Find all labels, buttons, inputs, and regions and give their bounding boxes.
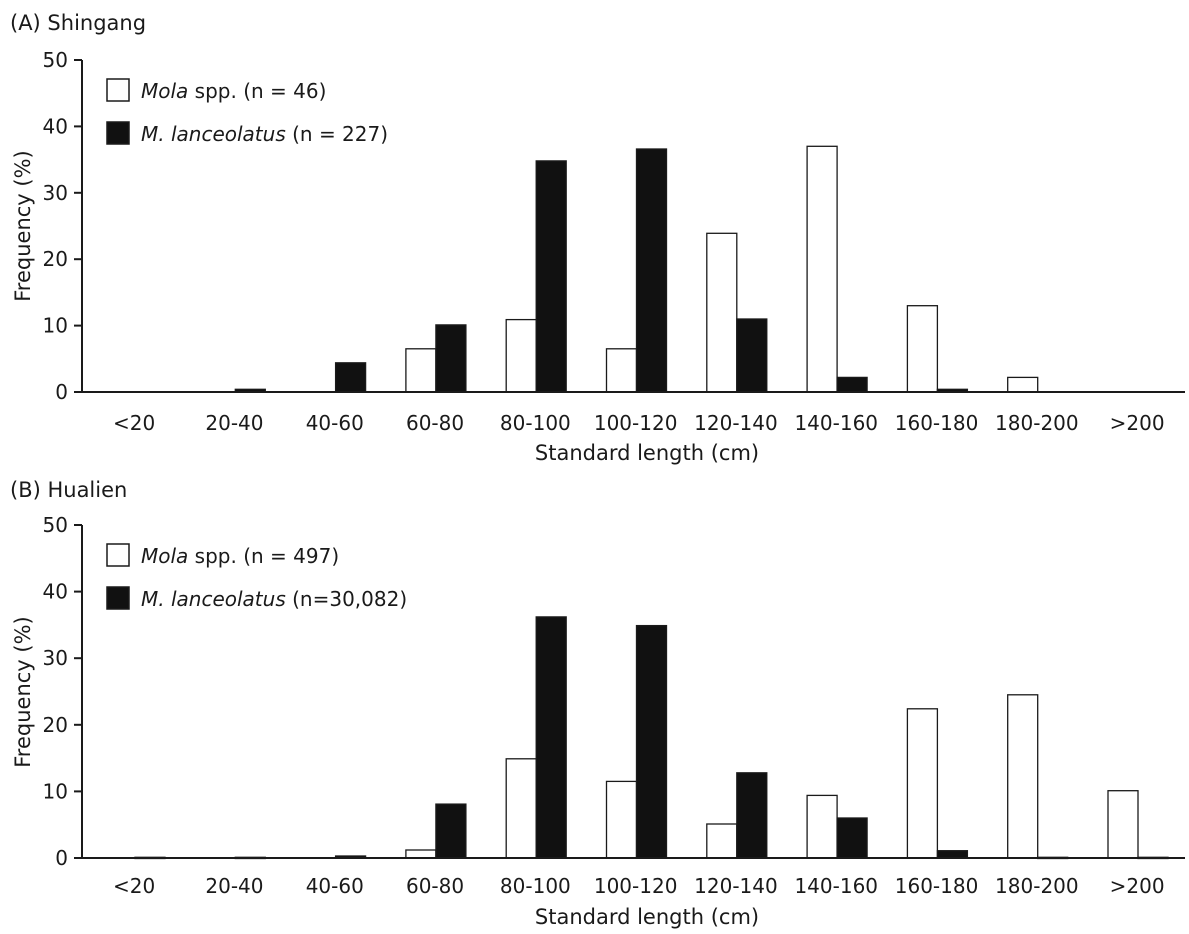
y-tick-label: 10 bbox=[43, 314, 68, 338]
bar-mola-spp-7 bbox=[806, 794, 838, 859]
y-tick-label: 50 bbox=[43, 513, 68, 537]
legend-species-name: Mola bbox=[141, 79, 188, 103]
legend-sample-size: spp. (n = 46) bbox=[188, 79, 326, 103]
y-tick-label: 0 bbox=[55, 380, 68, 404]
bar-mola-spp-8 bbox=[906, 708, 939, 859]
bar-m-lanceolatus-6 bbox=[736, 772, 768, 859]
bar-m-lanceolatus-4 bbox=[535, 616, 567, 859]
legend-swatch-0 bbox=[106, 78, 130, 102]
y-tick-label: 20 bbox=[43, 713, 68, 737]
bar-m-lanceolatus-7 bbox=[836, 817, 868, 859]
x-tick-label: 120-140 bbox=[694, 874, 778, 898]
y-tick-label: 10 bbox=[43, 779, 68, 803]
bar-mola-spp-4 bbox=[505, 318, 537, 393]
y-tick-label: 40 bbox=[43, 114, 68, 138]
bar-m-lanceolatus-5 bbox=[635, 624, 668, 859]
legend-species-name: M. lanceolatus bbox=[141, 122, 286, 146]
bar-m-lanceolatus-5 bbox=[635, 148, 668, 393]
x-tick-label: 40-60 bbox=[306, 411, 364, 435]
x-tick-label: 80-100 bbox=[500, 874, 571, 898]
x-axis-title: Standard length (cm) bbox=[535, 905, 759, 929]
x-tick-label: >200 bbox=[1110, 411, 1165, 435]
y-axis-title: Frequency (%) bbox=[11, 150, 35, 302]
y-axis-title: Frequency (%) bbox=[11, 616, 35, 768]
x-tick-label: 160-180 bbox=[895, 411, 979, 435]
x-tick-label: 60-80 bbox=[406, 411, 464, 435]
legend-sample-size: (n=30,082) bbox=[286, 587, 407, 611]
x-tick-label: 140-160 bbox=[794, 411, 878, 435]
legend-swatch-1 bbox=[106, 121, 130, 145]
legend-sample-size: spp. (n = 497) bbox=[188, 544, 339, 568]
bar-m-lanceolatus-3 bbox=[435, 803, 467, 859]
x-tick-label: 20-40 bbox=[205, 874, 263, 898]
x-tick-label: 180-200 bbox=[995, 411, 1079, 435]
legend-swatch-1 bbox=[106, 586, 130, 610]
bar-mola-spp-6 bbox=[706, 232, 738, 393]
y-tick-label: 30 bbox=[43, 181, 68, 205]
y-tick-label: 30 bbox=[43, 646, 68, 670]
bar-mola-spp-6 bbox=[706, 823, 738, 859]
bar-mola-spp-5 bbox=[605, 780, 638, 859]
y-tick-label: 50 bbox=[43, 48, 68, 72]
legend-sample-size: (n = 227) bbox=[286, 122, 388, 146]
x-tick-label: 160-180 bbox=[895, 874, 979, 898]
legend-label-1: M. lanceolatus (n = 227) bbox=[141, 122, 388, 146]
bar-mola-spp-3 bbox=[405, 849, 437, 859]
legend-species-name: M. lanceolatus bbox=[141, 587, 286, 611]
legend-label-1: M. lanceolatus (n=30,082) bbox=[141, 587, 407, 611]
bar-m-lanceolatus-4 bbox=[535, 160, 567, 393]
x-tick-label: <20 bbox=[113, 874, 155, 898]
legend-swatch-0 bbox=[106, 543, 130, 567]
legend-species-name: Mola bbox=[141, 544, 188, 568]
bar-mola-spp-10 bbox=[1107, 790, 1139, 859]
bar-m-lanceolatus-6 bbox=[736, 318, 768, 393]
bar-mola-spp-9 bbox=[1007, 376, 1039, 393]
bar-mola-spp-9 bbox=[1007, 694, 1039, 859]
x-tick-label: >200 bbox=[1110, 874, 1165, 898]
chart-panel-1: (B) Hualien Frequency (%) 0 10 20 30 40 50 <20 20… bbox=[10, 478, 1185, 929]
y-tick-label: 20 bbox=[43, 247, 68, 271]
y-tick-label: 0 bbox=[55, 846, 68, 870]
bar-mola-spp-3 bbox=[405, 348, 437, 393]
legend-label-0: Mola spp. (n = 497) bbox=[141, 544, 339, 568]
x-tick-label: 120-140 bbox=[694, 411, 778, 435]
legend-label-0: Mola spp. (n = 46) bbox=[141, 79, 326, 103]
bar-m-lanceolatus-3 bbox=[435, 324, 467, 393]
bar-m-lanceolatus-7 bbox=[836, 376, 868, 393]
x-tick-label: 100-120 bbox=[594, 874, 678, 898]
bar-m-lanceolatus-8 bbox=[936, 850, 969, 859]
bar-m-lanceolatus-2 bbox=[334, 362, 367, 393]
x-tick-label: 40-60 bbox=[306, 874, 364, 898]
x-tick-label: <20 bbox=[113, 411, 155, 435]
panel-title: (A) Shingang bbox=[10, 11, 146, 35]
x-tick-label: 140-160 bbox=[794, 874, 878, 898]
x-tick-label: 60-80 bbox=[406, 874, 464, 898]
bar-mola-spp-7 bbox=[806, 145, 838, 393]
bar-mola-spp-5 bbox=[605, 348, 638, 393]
bar-mola-spp-4 bbox=[505, 758, 537, 859]
x-tick-label: 100-120 bbox=[594, 411, 678, 435]
x-tick-label: 80-100 bbox=[500, 411, 571, 435]
panel-title: (B) Hualien bbox=[10, 478, 127, 502]
x-tick-label: 180-200 bbox=[995, 874, 1079, 898]
y-tick-label: 40 bbox=[43, 580, 68, 604]
chart-panel-0: (A) Shingang Frequency (%) 0 10 20 30 40 50 <20 2… bbox=[10, 11, 1185, 465]
x-tick-label: 20-40 bbox=[205, 411, 263, 435]
bar-mola-spp-8 bbox=[906, 305, 939, 393]
x-axis-title: Standard length (cm) bbox=[535, 441, 759, 465]
